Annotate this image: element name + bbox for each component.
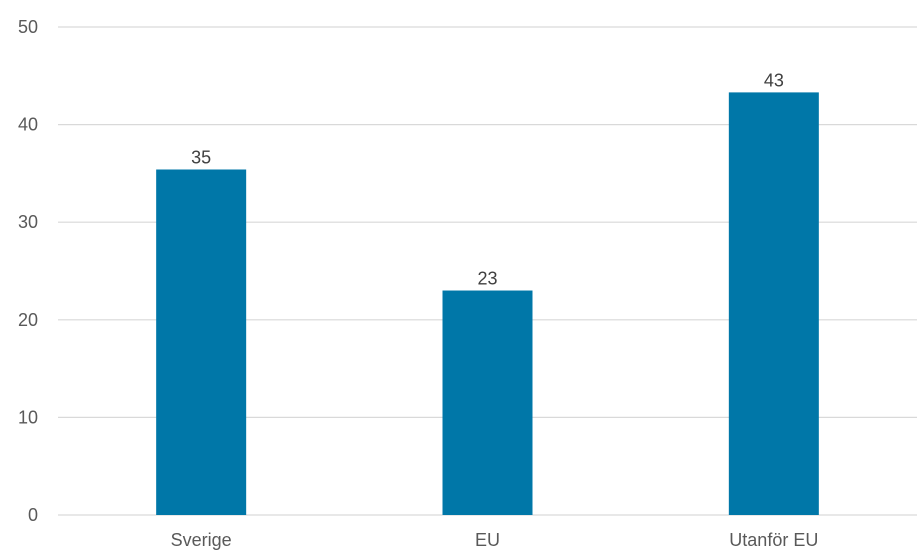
y-tick-label: 30 <box>18 212 38 232</box>
y-tick-label: 0 <box>28 505 38 525</box>
bar-2 <box>442 290 533 515</box>
y-tick-label: 40 <box>18 115 38 135</box>
category-label: EU <box>475 530 500 550</box>
y-tick-label: 20 <box>18 310 38 330</box>
data-label: 23 <box>477 269 497 289</box>
x-axis-categories: Sverige EU Utanför EU <box>171 530 819 550</box>
bar-1 <box>156 169 247 515</box>
y-tick-label: 50 <box>18 17 38 37</box>
category-label: Utanför EU <box>729 530 818 550</box>
data-label: 43 <box>764 70 784 90</box>
y-tick-label: 10 <box>18 407 38 427</box>
data-label: 35 <box>191 147 211 167</box>
data-labels: 35 23 43 <box>191 70 784 288</box>
y-axis-ticks: 0 10 20 30 40 50 <box>18 17 38 525</box>
bars <box>156 92 819 515</box>
category-label: Sverige <box>171 530 232 550</box>
bar-3 <box>728 92 819 515</box>
